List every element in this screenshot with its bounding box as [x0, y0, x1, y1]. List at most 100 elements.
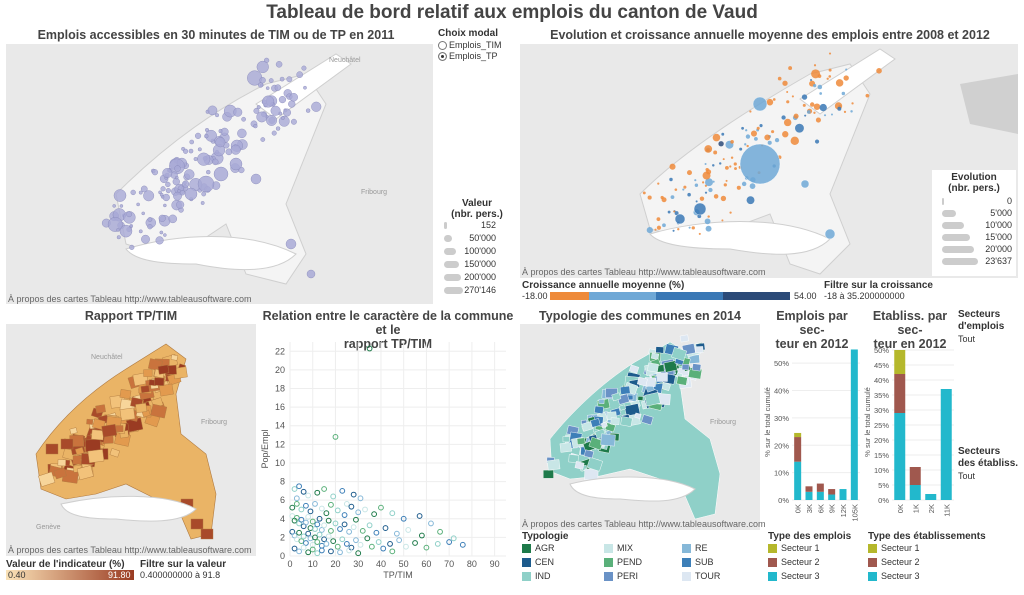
choix-option-tp[interactable]: Emplois_TP [438, 51, 498, 62]
map1-bubble [151, 169, 159, 176]
emplois-legend-item[interactable]: Secteur 3 [768, 571, 820, 582]
map1-bubble [241, 116, 246, 122]
choix-option-tim[interactable]: Emplois_TIM [438, 40, 502, 51]
scatter-point [316, 515, 323, 522]
valeur-legend-title-line2: (nbr. pers.) [451, 209, 503, 220]
map5-credit[interactable]: À propos des cartes Tableau http://www.t… [522, 519, 766, 529]
scatter-point [305, 530, 312, 537]
map5-cell [644, 392, 661, 407]
typologie-label: PERI [617, 571, 639, 581]
indicateur-color-ramp[interactable] [6, 570, 134, 580]
typologie-legend-item[interactable]: TOUR [682, 571, 720, 582]
etab-legend-item[interactable]: Secteur 2 [868, 557, 920, 568]
scatter-point [318, 527, 325, 533]
map1-svg: Neuchâtel Fribourg [6, 44, 433, 304]
map-emplois-accessibles[interactable]: Neuchâtel Fribourg [6, 44, 433, 304]
bar-ytick-label: 45% [874, 361, 889, 370]
etab-legend-item[interactable]: Secteur 3 [868, 571, 920, 582]
scatter-point [350, 524, 357, 531]
map1-bubble [175, 175, 179, 180]
map3-cell [119, 389, 132, 400]
scatter-point [293, 500, 300, 507]
map1-bubble [275, 126, 281, 131]
filtre-secteurs-etab[interactable]: Secteurs des établiss. Tout [958, 446, 1018, 482]
typologie-label: AGR [535, 543, 555, 553]
evolution-legend-title: Evolution (nbr. pers.) [932, 172, 1016, 194]
etablissements-bar-chart[interactable]: 0% 5% 10% 15% 20% 25% 30% 35% 40% 45% 50% % sur le … [862, 338, 958, 528]
scatter-ytick-label: 20 [275, 365, 285, 375]
filtre-valeur-range[interactable]: 0.400000000 à 91.8 [140, 570, 221, 580]
map2-credit[interactable]: À propos des cartes Tableau http://www.t… [522, 267, 766, 277]
map2-bubble [693, 202, 707, 216]
emplois-bar-chart[interactable]: 0% 10% 20% 30% 40% 50% % sur le total cumulé 0K… [762, 338, 864, 528]
typologie-legend-item[interactable]: PEND [604, 557, 642, 568]
evolution-size-row: 15'000 [936, 232, 1012, 243]
scatter-point [346, 528, 353, 535]
scatter-ytick-label: 22 [275, 346, 285, 356]
map1-bubble [182, 180, 190, 188]
typologie-legend-item[interactable]: RE [682, 543, 708, 554]
map2-bubble [828, 52, 832, 55]
typologie-legend-item[interactable]: CEN [522, 557, 555, 568]
typologie-legend[interactable]: AGR MIX RE CEN PEND SUB IND PERI TOUR [522, 543, 762, 591]
scatter-point [307, 535, 314, 542]
filtre-secteurs-emplois[interactable]: Secteurs d'emplois Tout [958, 309, 1004, 345]
map1-bubble [256, 60, 269, 73]
scatter-point [314, 550, 321, 557]
scatter-point [296, 548, 302, 555]
typologie-legend-item[interactable]: IND [522, 571, 551, 582]
map3-credit[interactable]: À propos des cartes Tableau http://www.t… [8, 545, 252, 555]
bar-ytick-label: 0% [778, 496, 789, 505]
scatter-point [307, 525, 314, 531]
bar-ytick-label: 25% [874, 421, 889, 430]
panel6-title-line1: Emplois par sec- [776, 309, 848, 337]
typologie-legend-item[interactable]: AGR [522, 543, 555, 554]
map1-credit[interactable]: À propos des cartes Tableau http://www.t… [8, 294, 252, 304]
map2-bubble [656, 225, 662, 230]
map2-bubble [704, 191, 708, 194]
map5-cell [681, 363, 690, 371]
map1-bubble [270, 105, 281, 116]
emplois-legend-item[interactable]: Secteur 2 [768, 557, 820, 568]
croissance-color-ramp[interactable] [522, 292, 790, 300]
typologie-legend-item[interactable]: PERI [604, 571, 639, 582]
map1-bubble [215, 113, 220, 118]
typologie-swatch [522, 558, 531, 568]
map2-bubble [674, 188, 678, 191]
map2-bubble [815, 117, 821, 123]
map-typologie[interactable]: Fribourg [520, 324, 760, 530]
scatter-point [321, 486, 328, 492]
map2-bubble [657, 182, 660, 185]
map5-cell [574, 461, 585, 470]
typologie-label: CEN [535, 557, 555, 567]
bar-segment [909, 485, 921, 500]
scatter-chart[interactable]: 0 2 4 6 8 10 12 14 16 18 20 22 0 10 20 30 40 50 60 70 80 90 TP… [258, 338, 516, 584]
radio-tim-icon[interactable] [438, 41, 447, 51]
typologie-label: MIX [617, 543, 634, 553]
etab-legend-item[interactable]: Secteur 1 [868, 543, 920, 554]
map-rapport-tp-tim[interactable]: Neuchâtel Fribourg Genève [6, 324, 256, 556]
map1-bubble [207, 105, 218, 116]
map1-bubble [116, 228, 120, 232]
map2-bubble [851, 102, 854, 105]
filtre-croissance-range[interactable]: -18 à 35.200000000 [824, 291, 905, 301]
radio-tp-icon[interactable] [438, 52, 447, 62]
bar-segment [839, 489, 847, 500]
map2-bubble [746, 196, 755, 205]
evolution-legend-title-line1: Evolution [951, 172, 997, 183]
map2-bubble [817, 84, 823, 90]
scatter-point [337, 526, 343, 532]
map5-cell [594, 405, 604, 415]
map2-bubble [713, 150, 718, 155]
scatter-point [330, 493, 337, 500]
typologie-legend-item[interactable]: MIX [604, 543, 634, 554]
bar-segment [850, 349, 858, 500]
map1-bubble [184, 169, 195, 180]
scatter-point [446, 539, 453, 545]
map1-bubble [253, 123, 258, 129]
map2-bubble [697, 214, 702, 219]
map1-bubble [112, 204, 116, 208]
typologie-legend-item[interactable]: SUB [682, 557, 714, 568]
indicateur-min: 0.40 [8, 570, 26, 580]
emplois-legend-item[interactable]: Secteur 1 [768, 543, 820, 554]
